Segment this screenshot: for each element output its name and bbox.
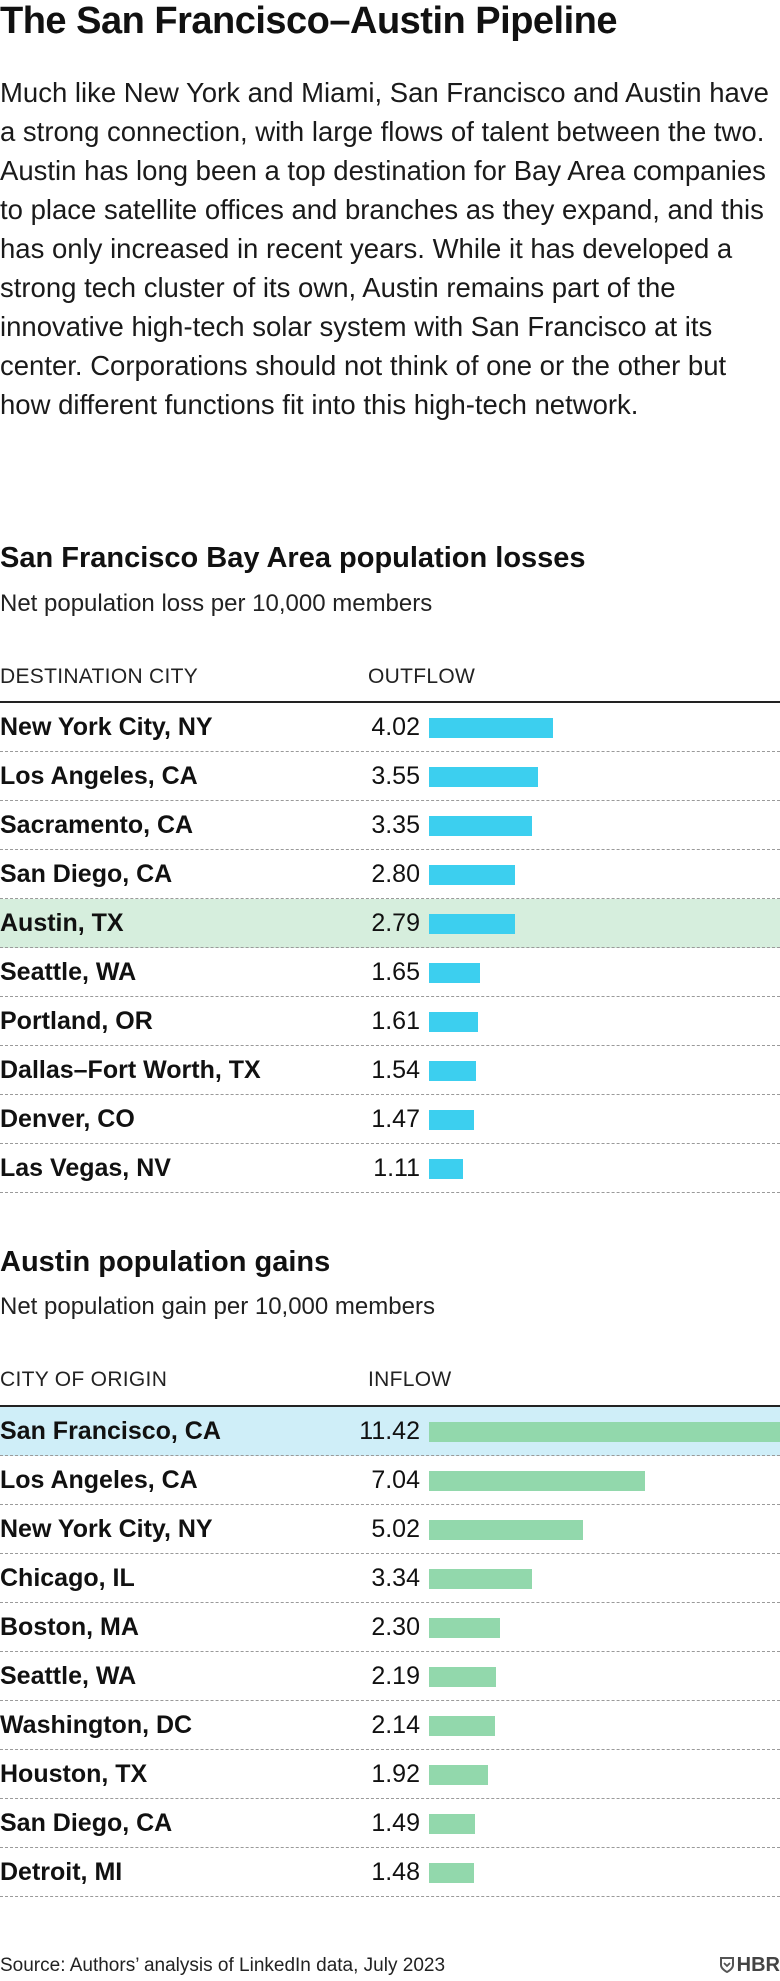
losses-bar [429, 963, 480, 983]
gains-row: Boston, MA 2.30 [0, 1603, 780, 1652]
losses-city-label: New York City, NY [0, 713, 213, 741]
gains-value-label: 7.04 [371, 1466, 420, 1494]
gains-city-label: Seattle, WA [0, 1662, 137, 1690]
gains-city-label: Washington, DC [0, 1711, 193, 1739]
losses-city-label: San Diego, CA [0, 860, 173, 888]
gains-row: New York City, NY 5.02 [0, 1505, 780, 1554]
losses-row: Austin, TX 2.79 [0, 899, 780, 948]
losses-value-label: 4.02 [371, 713, 420, 741]
gains-bar [429, 1814, 475, 1834]
hbr-logo: HBR [719, 1952, 780, 1978]
gains-row: San Francisco, CA 11.42 [0, 1407, 780, 1456]
losses-city-label: Dallas–Fort Worth, TX [0, 1056, 261, 1084]
gains-row: San Diego, CA 1.49 [0, 1799, 780, 1848]
intro-paragraph: Much like New York and Miami, San Franci… [0, 77, 769, 420]
gains-value-label: 2.19 [371, 1662, 420, 1690]
gains-chart-title: Austin population gains [0, 1246, 331, 1278]
losses-value-label: 1.47 [371, 1105, 420, 1133]
gains-header-rule [0, 1405, 780, 1407]
losses-value-label: 1.65 [371, 958, 420, 986]
gains-bar [429, 1618, 500, 1638]
losses-header-rule [0, 701, 780, 703]
gains-bar [429, 1422, 780, 1442]
gains-city-label: Houston, TX [0, 1760, 148, 1788]
gains-value-label: 2.14 [371, 1711, 420, 1739]
gains-row: Chicago, IL 3.34 [0, 1554, 780, 1603]
gains-row: Los Angeles, CA 7.04 [0, 1456, 780, 1505]
losses-city-label: Los Angeles, CA [0, 762, 198, 790]
losses-chart-title: San Francisco Bay Area population losses [0, 542, 586, 574]
losses-bar [429, 816, 532, 836]
losses-row: Denver, CO 1.47 [0, 1095, 780, 1144]
losses-value-label: 2.79 [371, 909, 420, 937]
losses-row: New York City, NY 4.02 [0, 703, 780, 752]
gains-bar [429, 1716, 495, 1736]
source-note: Source: Authors’ analysis of LinkedIn da… [0, 1955, 446, 1976]
losses-city-label: Denver, CO [0, 1105, 135, 1133]
losses-value-label: 1.61 [371, 1007, 420, 1035]
gains-city-label: Boston, MA [0, 1613, 139, 1641]
losses-value-label: 2.80 [371, 860, 420, 888]
losses-city-label: Austin, TX [0, 909, 124, 937]
losses-category-header: DESTINATION CITY [0, 665, 199, 688]
losses-bar [429, 1159, 463, 1179]
gains-value-label: 5.02 [371, 1515, 420, 1543]
gains-chart-subtitle: Net population gain per 10,000 members [0, 1293, 435, 1320]
gains-value-label: 1.49 [371, 1809, 420, 1837]
gains-city-label: San Diego, CA [0, 1809, 173, 1837]
losses-bar [429, 767, 538, 787]
losses-bar [429, 865, 515, 885]
losses-bar [429, 1012, 478, 1032]
losses-row: Portland, OR 1.61 [0, 997, 780, 1046]
losses-value-label: 3.55 [371, 762, 420, 790]
losses-city-label: Seattle, WA [0, 958, 137, 986]
gains-value-label: 2.30 [371, 1613, 420, 1641]
losses-row: Las Vegas, NV 1.11 [0, 1144, 780, 1193]
gains-bar [429, 1471, 645, 1491]
gains-value-label: 1.92 [371, 1760, 420, 1788]
losses-chart-subtitle: Net population loss per 10,000 members [0, 590, 433, 617]
gains-row: Seattle, WA 2.19 [0, 1652, 780, 1701]
gains-value-label: 1.48 [371, 1858, 420, 1886]
losses-row: Los Angeles, CA 3.55 [0, 752, 780, 801]
losses-value-label: 1.11 [373, 1154, 420, 1182]
gains-category-header: CITY OF ORIGIN [0, 1368, 168, 1391]
losses-city-label: Portland, OR [0, 1007, 153, 1035]
gains-city-label: San Francisco, CA [0, 1417, 221, 1445]
gains-city-label: Detroit, MI [0, 1858, 123, 1886]
gains-bar [429, 1667, 496, 1687]
gains-bar [429, 1863, 474, 1883]
gains-value-label: 11.42 [359, 1417, 420, 1445]
losses-row: Dallas–Fort Worth, TX 1.54 [0, 1046, 780, 1095]
losses-value-label: 1.54 [371, 1056, 420, 1084]
page-title: The San Francisco–Austin Pipeline [0, 0, 618, 42]
gains-city-label: New York City, NY [0, 1515, 213, 1543]
losses-city-label: Sacramento, CA [0, 811, 194, 839]
gains-bar [429, 1569, 532, 1589]
losses-city-label: Las Vegas, NV [0, 1154, 171, 1182]
gains-row: Houston, TX 1.92 [0, 1750, 780, 1799]
losses-bar [429, 914, 515, 934]
gains-bar [429, 1765, 488, 1785]
losses-bar [429, 718, 553, 738]
gains-city-label: Chicago, IL [0, 1564, 135, 1592]
gains-row: Detroit, MI 1.48 [0, 1848, 780, 1897]
gains-row: Washington, DC 2.14 [0, 1701, 780, 1750]
losses-row: Sacramento, CA 3.35 [0, 801, 780, 850]
hbr-logo-text: HBR [736, 1954, 780, 1976]
losses-row: San Diego, CA 2.80 [0, 850, 780, 899]
losses-bar [429, 1110, 474, 1130]
losses-row: Seattle, WA 1.65 [0, 948, 780, 997]
losses-value-header: OUTFLOW [368, 665, 476, 688]
gains-city-label: Los Angeles, CA [0, 1466, 198, 1494]
gains-value-label: 3.34 [371, 1564, 420, 1592]
losses-value-label: 3.35 [371, 811, 420, 839]
hbr-shield-icon [719, 1957, 734, 1973]
gains-bar [429, 1520, 583, 1540]
losses-bar [429, 1061, 476, 1081]
gains-value-header: INFLOW [368, 1368, 452, 1391]
